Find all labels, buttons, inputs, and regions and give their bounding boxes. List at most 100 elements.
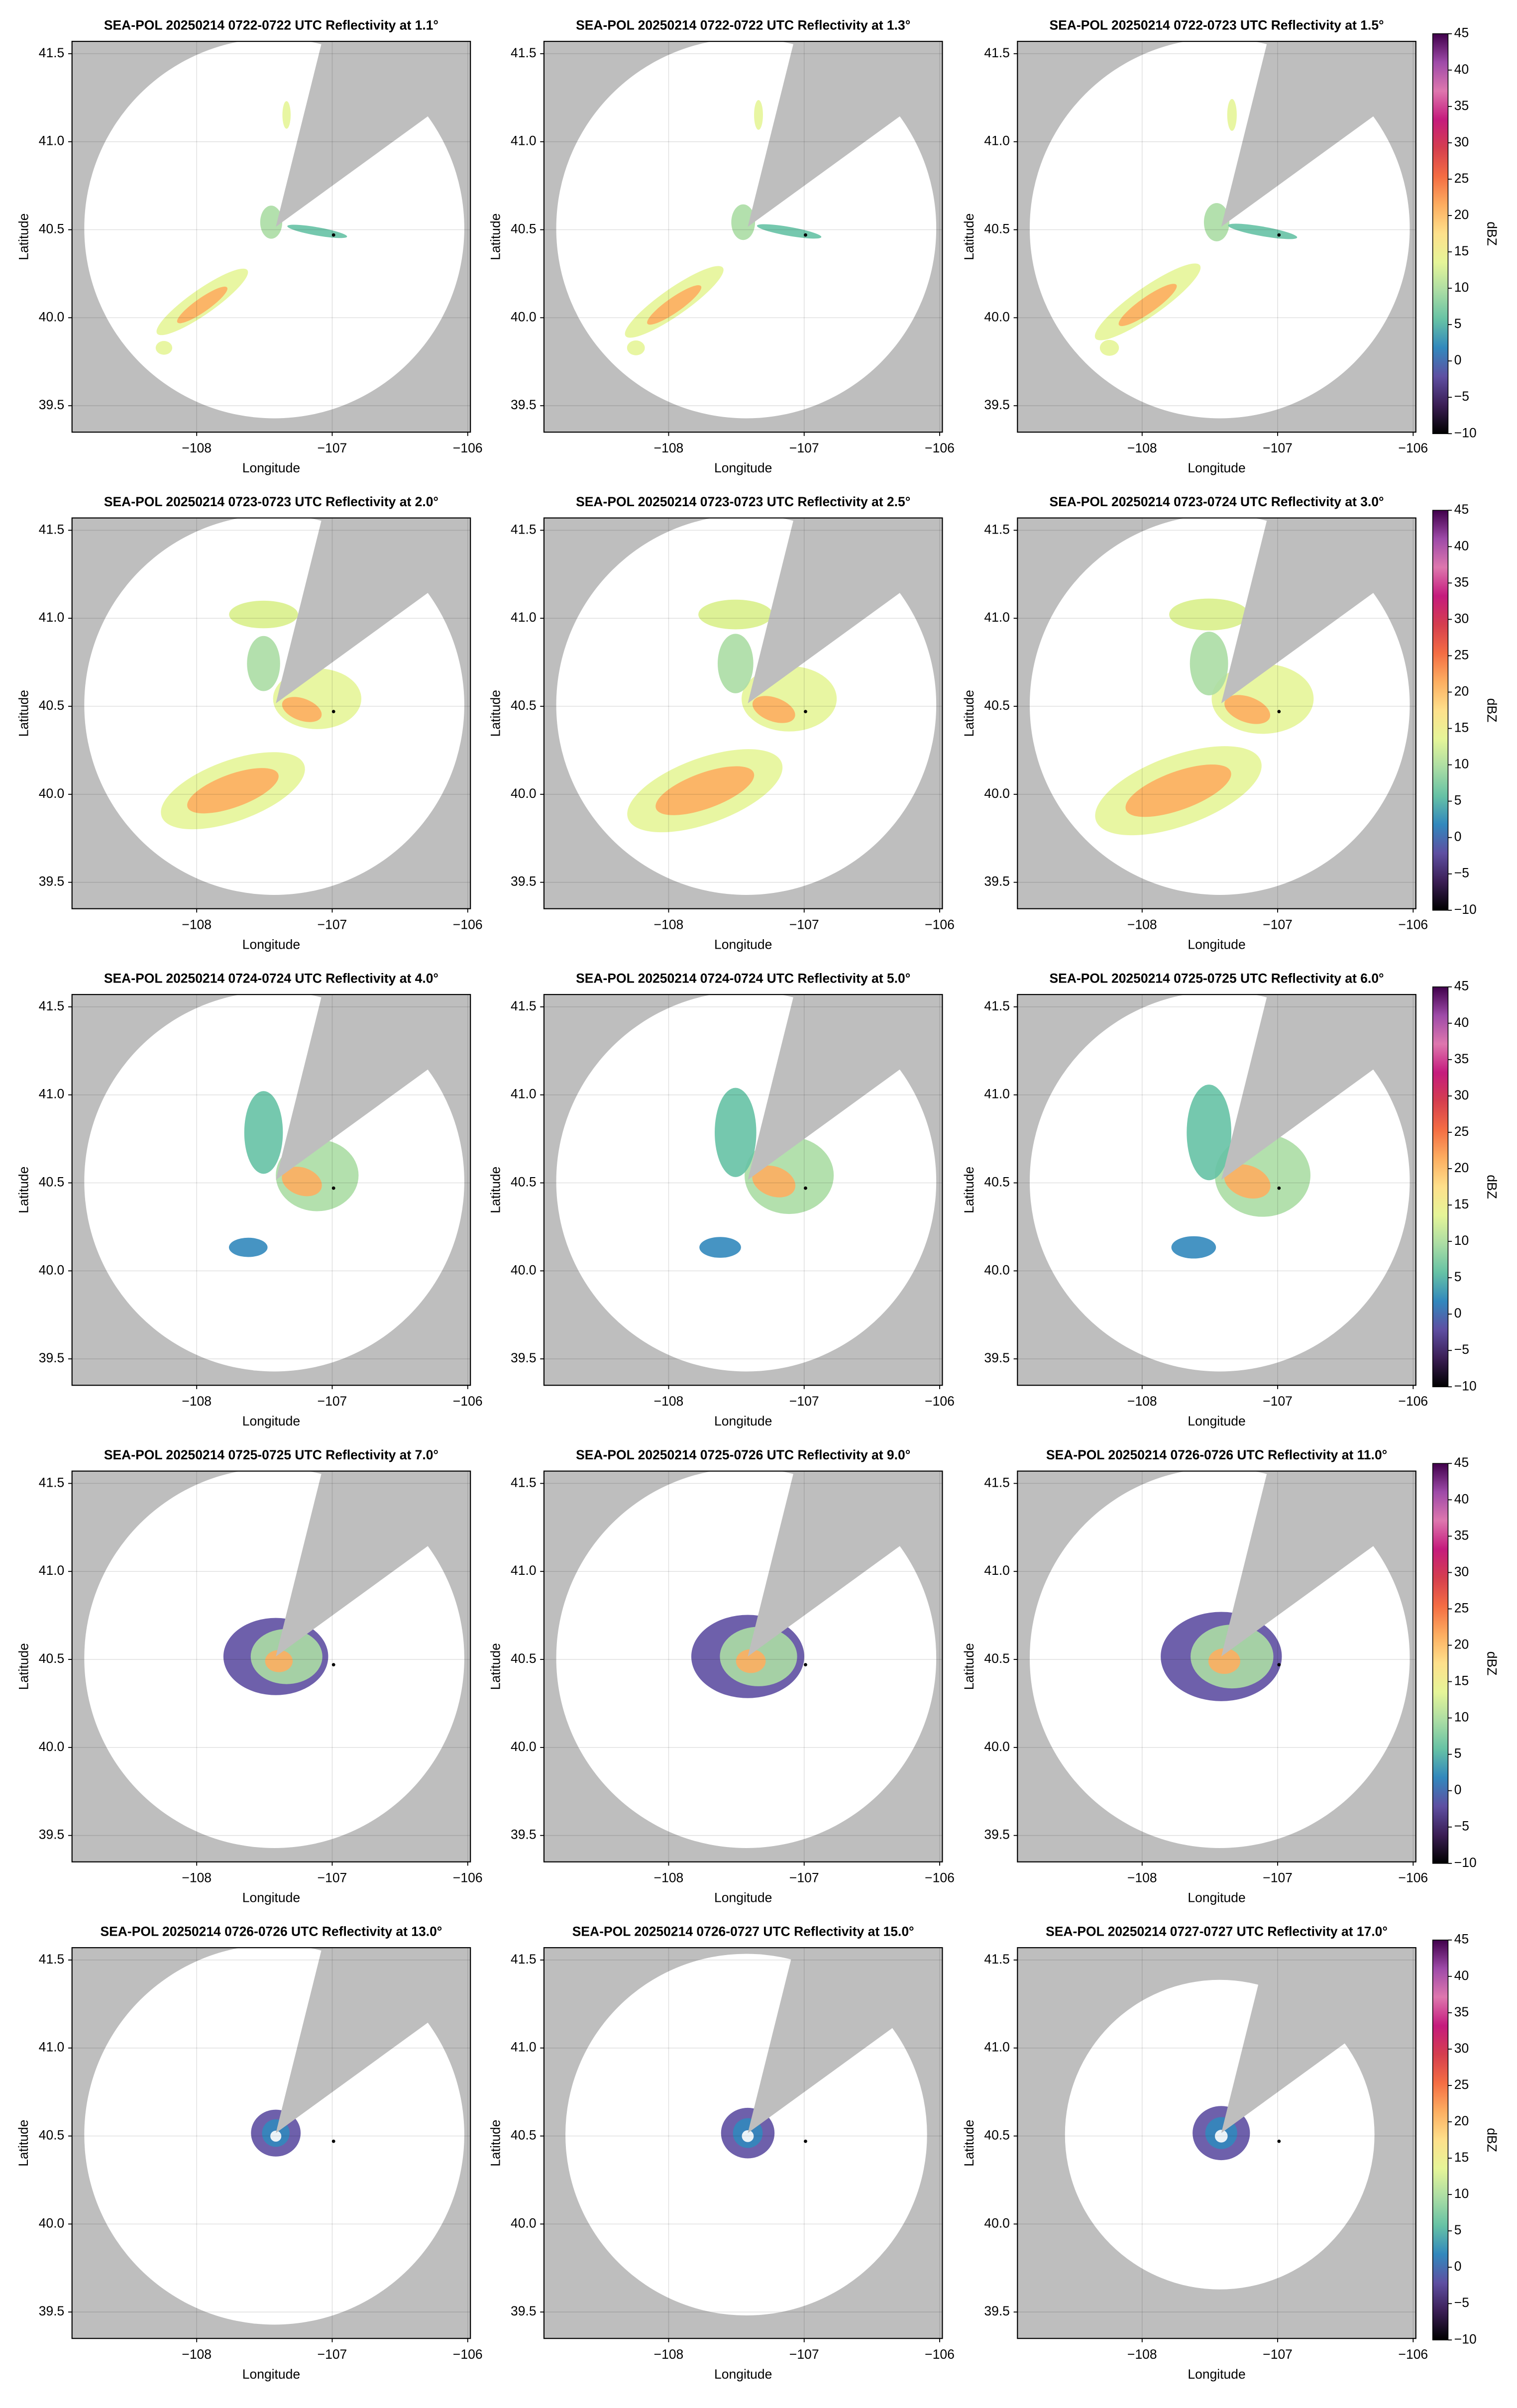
echo xyxy=(699,1237,741,1258)
site-marker xyxy=(331,710,335,714)
colorbar-tick-label: 35 xyxy=(1454,98,1469,113)
y-tick-label: 39.5 xyxy=(511,2303,537,2318)
y-tick-label: 40.0 xyxy=(984,1262,1010,1277)
y-axis-label: Latitude xyxy=(16,690,31,737)
echo xyxy=(244,1091,283,1174)
x-tick-label: −106 xyxy=(925,1870,955,1885)
colorbar-label: dBZ xyxy=(1485,2128,1500,2152)
x-tick-label: −106 xyxy=(925,440,955,455)
map-area xyxy=(1017,518,1416,909)
x-tick-label: −107 xyxy=(1263,2347,1293,2362)
map-area xyxy=(72,518,471,909)
map-area xyxy=(543,994,943,1386)
blocked-sector xyxy=(748,518,943,704)
plot-frame xyxy=(1017,41,1416,433)
x-tick-label: −106 xyxy=(1399,1870,1428,1885)
y-tick-label: 41.0 xyxy=(511,1563,537,1578)
colorbar-tick-label: −5 xyxy=(1454,2295,1469,2310)
y-tick-label: 41.5 xyxy=(984,1475,1010,1490)
site-marker xyxy=(804,1663,807,1667)
y-tick-label: 39.5 xyxy=(39,874,65,889)
colorbar-tick-label: 30 xyxy=(1454,611,1469,626)
plot-frame xyxy=(1017,994,1416,1386)
plot-frame xyxy=(543,517,943,909)
x-tick-label: −106 xyxy=(1399,2347,1428,2362)
colorbar-tick-label: 15 xyxy=(1454,1673,1469,1688)
site-marker xyxy=(804,710,807,714)
plot-frame xyxy=(543,41,943,433)
colorbar-tick-label: 45 xyxy=(1454,1932,1469,1947)
panel: −108 −107 −106 39.5 40.0 40.5 41.0 41.5 SEA-POL … xyxy=(488,17,955,475)
site-marker xyxy=(804,233,807,237)
y-tick-label: 41.5 xyxy=(511,45,537,60)
y-tick-label: 40.0 xyxy=(984,786,1010,801)
panel: −108 −107 −106 39.5 40.0 40.5 41.0 41.5 SEA-POL … xyxy=(488,1924,955,2382)
echo xyxy=(282,1167,322,1197)
echo xyxy=(247,636,280,691)
chart-title: SEA-POL 20250214 0722-0723 UTC Reflectiv… xyxy=(1049,17,1384,32)
colorbar-tick-label: 5 xyxy=(1454,1746,1462,1761)
echo xyxy=(155,341,173,355)
echo xyxy=(1187,1085,1231,1181)
y-tick-label: 41.5 xyxy=(984,998,1010,1013)
panel: −108 −107 −106 39.5 40.0 40.5 41.0 41.5 SEA-POL … xyxy=(16,1447,482,1905)
y-tick-label: 40.0 xyxy=(984,2215,1010,2230)
chart-title: SEA-POL 20250214 0723-0723 UTC Reflectiv… xyxy=(576,494,910,509)
colorbar-tick-label: 10 xyxy=(1454,1233,1469,1248)
y-tick-label: 40.5 xyxy=(39,221,65,236)
blocked-sector xyxy=(276,1948,471,2133)
echo xyxy=(1171,1236,1216,1259)
x-tick-label: −107 xyxy=(789,917,819,932)
chart-title: SEA-POL 20250214 0723-0724 UTC Reflectiv… xyxy=(1049,494,1384,509)
colorbar-tick-label: −10 xyxy=(1454,1855,1477,1870)
y-axis-label: Latitude xyxy=(16,2120,31,2167)
colorbar-label: dBZ xyxy=(1485,698,1500,723)
colorbar-tick-label: 15 xyxy=(1454,720,1469,735)
colorbar xyxy=(1432,33,1449,435)
plot-frame xyxy=(1017,1470,1416,1862)
echo xyxy=(717,634,754,693)
x-tick-label: −106 xyxy=(453,440,483,455)
x-tick-label: −108 xyxy=(1127,2347,1157,2362)
x-axis-label: Longitude xyxy=(1188,460,1245,475)
y-tick-label: 40.5 xyxy=(984,221,1010,236)
colorbar xyxy=(1432,1939,1449,2341)
x-tick-label: −106 xyxy=(1399,440,1428,455)
chart-title: SEA-POL 20250214 0726-0726 UTC Reflectiv… xyxy=(100,1924,442,1939)
x-tick-label: −108 xyxy=(182,1870,212,1885)
y-axis-label: Latitude xyxy=(488,1643,503,1690)
y-axis-label: Latitude xyxy=(16,214,31,260)
echo xyxy=(752,1165,796,1198)
y-tick-label: 40.0 xyxy=(511,1262,537,1277)
colorbar-label: dBZ xyxy=(1485,221,1500,246)
colorbar-tick-label: 20 xyxy=(1454,2113,1469,2128)
site-marker xyxy=(1277,710,1281,714)
site-marker xyxy=(331,233,335,237)
x-tick-label: −108 xyxy=(654,917,684,932)
echo xyxy=(1099,339,1119,356)
echo xyxy=(754,100,763,130)
colorbar-tick-label: 0 xyxy=(1454,1782,1462,1797)
blocked-sector xyxy=(1221,518,1416,704)
colorbar-tick-label: 45 xyxy=(1454,979,1469,993)
map-area xyxy=(543,518,943,909)
panel: −108 −107 −106 39.5 40.0 40.5 41.0 41.5 SEA-POL … xyxy=(16,494,482,952)
colorbar-tick-label: −10 xyxy=(1454,902,1477,917)
y-tick-label: 41.0 xyxy=(39,1087,65,1101)
colorbar-tick-label: 25 xyxy=(1454,1124,1469,1139)
echo xyxy=(1227,99,1237,131)
x-axis-label: Longitude xyxy=(714,2367,772,2382)
echo xyxy=(265,1650,293,1672)
map-area xyxy=(72,994,471,1386)
plot-frame xyxy=(543,994,943,1386)
y-tick-label: 39.5 xyxy=(39,2303,65,2318)
y-tick-label: 41.5 xyxy=(39,1475,65,1490)
colorbar-tick-label: 35 xyxy=(1454,1528,1469,1542)
colorbar-tick-label: 5 xyxy=(1454,316,1462,331)
x-axis-label: Longitude xyxy=(1188,2367,1245,2382)
y-tick-label: 41.5 xyxy=(511,998,537,1013)
chart-title: SEA-POL 20250214 0722-0722 UTC Reflectiv… xyxy=(576,17,910,32)
colorbar-tick-label: 5 xyxy=(1454,1269,1462,1284)
site-marker xyxy=(331,2139,335,2143)
y-tick-label: 40.5 xyxy=(511,1651,537,1666)
